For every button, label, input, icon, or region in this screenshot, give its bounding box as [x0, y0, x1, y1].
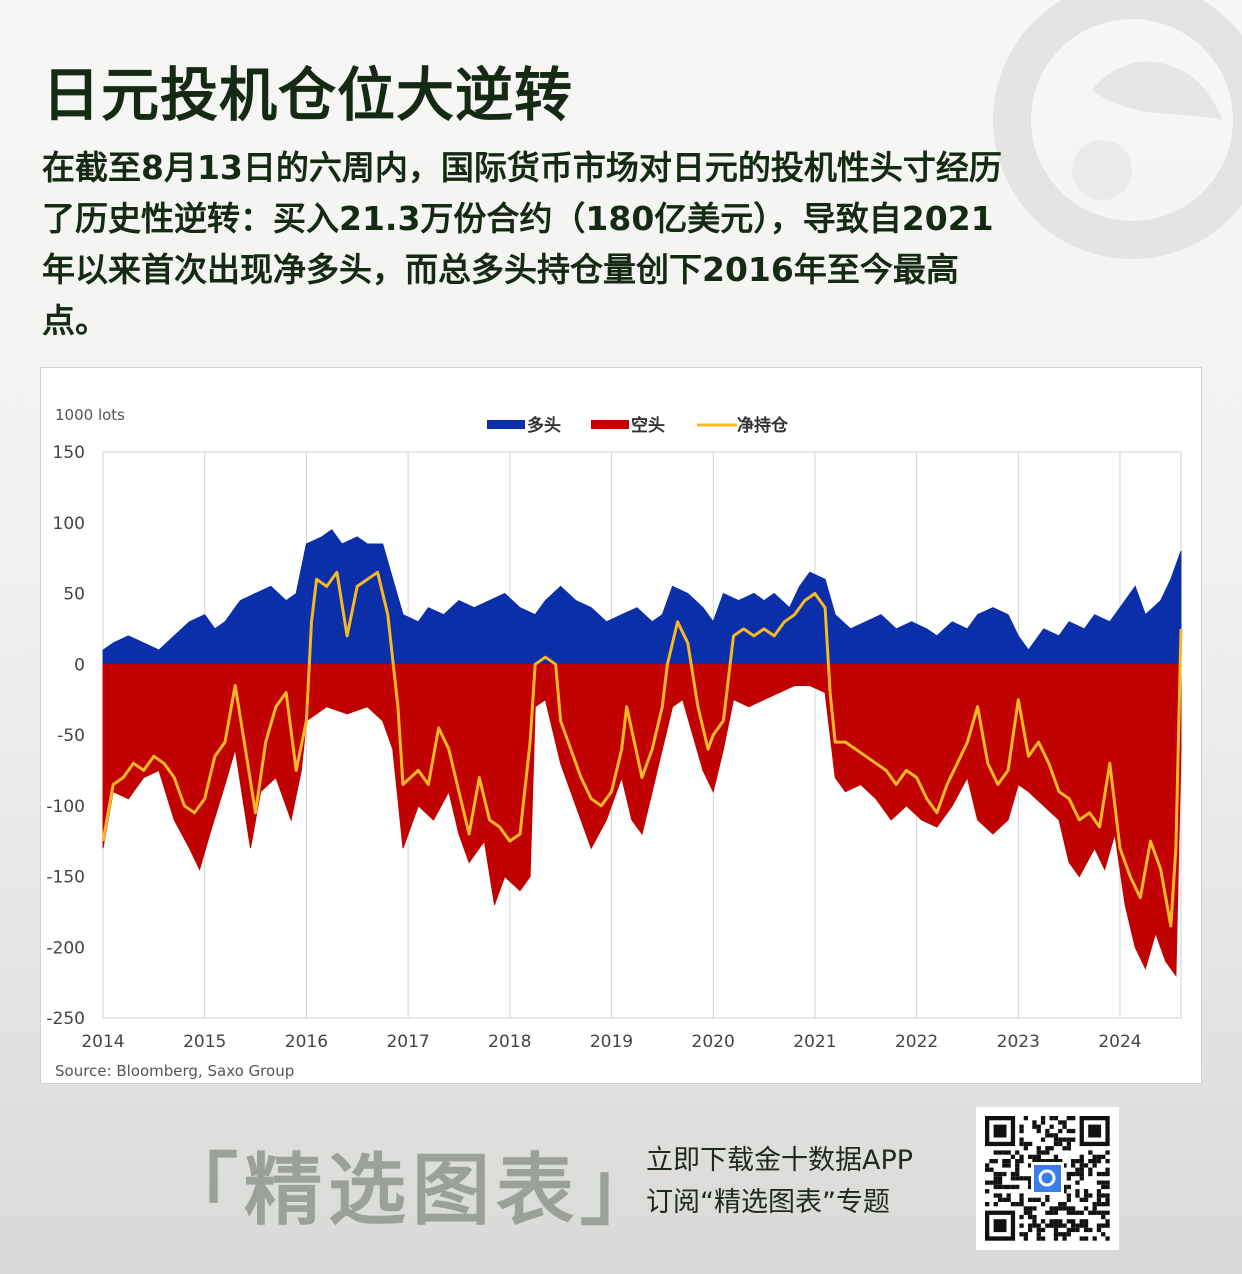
y-unit-label: 1000 lots: [55, 406, 125, 424]
footer-cta-line2: 订阅“精选图表”专题: [646, 1187, 890, 1218]
y-tick-label: 0: [74, 655, 85, 675]
y-tick-label: -200: [46, 938, 85, 958]
x-tick-label: 2017: [386, 1032, 429, 1052]
page-title: 日元投机仓位大逆转: [42, 61, 574, 129]
chart-card: 2014 2015 2016 2017 2018 2019 2020 2021 2022 2023…: [40, 367, 1202, 1084]
x-tick-label: 2024: [1098, 1032, 1141, 1052]
chart-source: Source: Bloomberg, Saxo Group: [55, 1062, 294, 1080]
x-tick-label: 2023: [997, 1032, 1040, 1052]
x-tick-label: 2016: [285, 1032, 328, 1052]
y-tick-label: -150: [46, 868, 85, 888]
legend-label: 空头: [631, 415, 665, 436]
qr-code-image: [985, 1116, 1110, 1241]
x-tick-label: 2022: [895, 1032, 938, 1052]
footer-cta: 立即下载金十数据APP 订阅“精选图表”专题: [646, 1140, 913, 1224]
y-tick-label: -250: [46, 1009, 85, 1029]
y-tick-label: 100: [53, 514, 85, 534]
y-tick-label: 150: [53, 443, 85, 463]
page-description: 在截至8月13日的六周内，国际货币市场对日元的投机性头寸经历了历史性逆转：买入2…: [42, 148, 1002, 340]
y-tick-label: 50: [63, 585, 85, 605]
y-tick-label: -50: [57, 726, 85, 746]
x-tick-label: 2021: [793, 1032, 836, 1052]
chart-canvas: 2014 2015 2016 2017 2018 2019 2020 2021 2022 2023…: [46, 406, 1183, 1080]
x-tick-label: 2015: [183, 1032, 226, 1052]
footer-brand-title: 「精选图表」: [160, 1146, 665, 1236]
y-tick-label: -100: [46, 797, 85, 817]
legend-swatch: [591, 420, 629, 429]
area-series-short: [102, 663, 1182, 977]
x-tick-label: 2014: [81, 1032, 124, 1052]
brand-watermark: [993, 0, 1242, 259]
footer-cta-line1: 立即下载金十数据APP: [646, 1145, 914, 1176]
legend-label: 净持仓: [737, 415, 789, 436]
x-tick-label: 2020: [692, 1032, 735, 1052]
legend-swatch: [487, 420, 525, 429]
x-tick-label: 2018: [488, 1032, 531, 1052]
line-series-net: [101, 570, 1183, 928]
x-tick-label: 2019: [590, 1032, 633, 1052]
area-series-long: [102, 529, 1182, 665]
qr-code[interactable]: [976, 1107, 1119, 1250]
legend-label: 多头: [527, 415, 561, 436]
